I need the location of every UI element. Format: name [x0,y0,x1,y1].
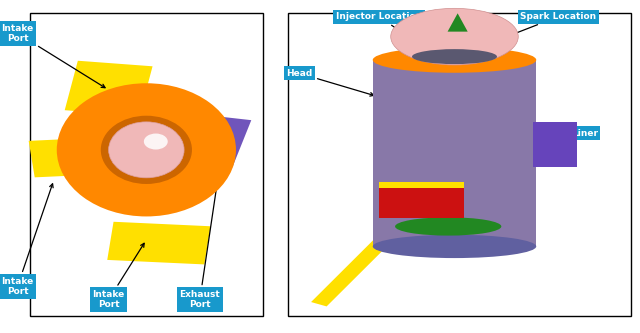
Polygon shape [447,13,468,32]
Ellipse shape [391,8,518,65]
Polygon shape [311,220,409,306]
Bar [379,182,464,188]
Bar [372,60,536,246]
Text: Intake
Port: Intake Port [1,184,53,296]
Ellipse shape [144,134,168,150]
Bar [533,122,577,166]
Text: Head: Head [286,69,374,96]
Ellipse shape [412,49,497,64]
Text: Injector Location: Injector Location [336,12,429,51]
Bar [379,186,464,218]
Text: Intake
Port: Intake Port [93,243,144,309]
Text: Intake
Port: Intake Port [1,24,105,88]
Ellipse shape [109,122,184,178]
Bar [30,13,262,316]
Ellipse shape [395,217,501,236]
Ellipse shape [372,47,536,73]
Ellipse shape [372,235,536,258]
Polygon shape [193,116,252,167]
Text: Liner: Liner [518,129,598,147]
Polygon shape [65,61,152,116]
Bar [379,139,530,213]
Bar [288,13,630,316]
Ellipse shape [100,116,192,184]
Polygon shape [29,139,76,177]
Text: Spark Location: Spark Location [468,12,596,52]
Polygon shape [108,222,211,264]
Ellipse shape [57,83,236,216]
Text: Exhaust
Port: Exhaust Port [179,177,220,309]
